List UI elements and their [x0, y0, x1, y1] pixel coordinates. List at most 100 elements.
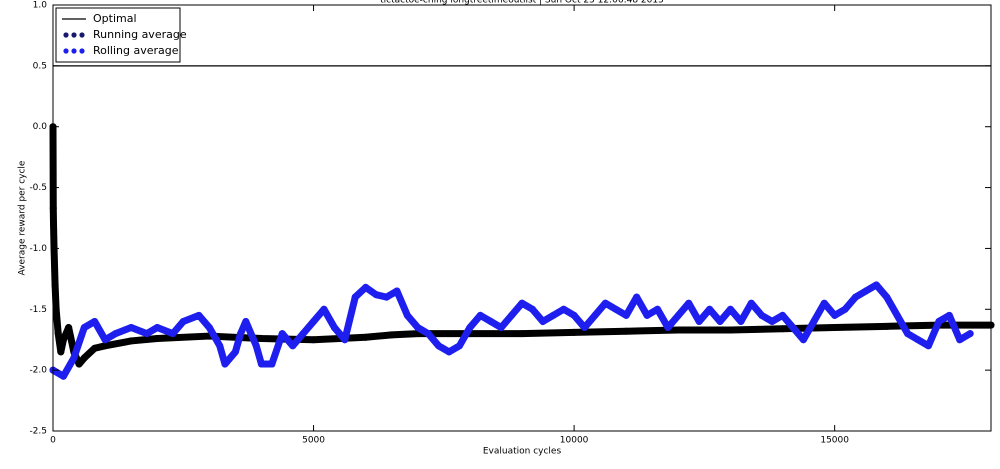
data-point: [591, 311, 599, 319]
data-point: [268, 360, 276, 368]
data-point: [383, 293, 391, 301]
data-point: [528, 305, 536, 313]
data-point: [455, 342, 463, 350]
data-point: [80, 324, 88, 332]
data-point: [841, 305, 849, 313]
y-tick-label: 0.0: [33, 122, 48, 132]
data-point: [872, 281, 880, 289]
data-point: [75, 360, 83, 368]
x-tick-label: 15000: [820, 436, 849, 446]
data-point: [518, 299, 526, 307]
data-point: [91, 344, 99, 352]
data-point: [310, 336, 318, 344]
data-point: [91, 317, 99, 325]
data-point: [54, 330, 62, 338]
legend-swatch: [79, 48, 85, 54]
data-point: [893, 311, 901, 319]
data-point: [779, 325, 787, 333]
data-point: [726, 305, 734, 313]
data-point: [622, 327, 630, 335]
data-point: [414, 324, 422, 332]
data-point: [831, 324, 839, 332]
data-point: [70, 354, 78, 362]
data-point: [945, 311, 953, 319]
data-point: [59, 336, 67, 344]
data-point: [231, 348, 239, 356]
data-point: [799, 336, 807, 344]
data-point: [388, 331, 396, 339]
data-point: [252, 342, 260, 350]
data-point: [737, 317, 745, 325]
x-tick-label: 5000: [302, 436, 325, 446]
data-point: [810, 317, 818, 325]
data-point: [852, 293, 860, 301]
data-point: [549, 311, 557, 319]
data-point: [487, 317, 495, 325]
data-point: [883, 293, 891, 301]
y-tick-label: -2.0: [29, 366, 47, 376]
data-point: [242, 317, 250, 325]
data-point: [862, 287, 870, 295]
data-point: [768, 317, 776, 325]
plot-area: [49, 65, 995, 380]
data-point: [330, 324, 338, 332]
data-point: [127, 337, 135, 345]
data-point: [904, 330, 912, 338]
data-point: [257, 334, 265, 342]
data-point: [57, 348, 65, 356]
data-point: [362, 333, 370, 341]
data-point: [820, 299, 828, 307]
y-tick-label: -0.5: [29, 183, 47, 193]
y-axis-label: Average reward per cycle: [18, 160, 28, 275]
data-point: [685, 299, 693, 307]
data-point: [362, 283, 370, 291]
data-point: [143, 330, 151, 338]
legend-box: [55, 7, 181, 63]
data-point: [560, 305, 568, 313]
data-point: [341, 336, 349, 344]
data-point: [127, 324, 135, 332]
data-point: [320, 305, 328, 313]
y-tick-label: 0.5: [33, 61, 47, 71]
data-point: [612, 305, 620, 313]
data-point: [622, 311, 630, 319]
legend-swatch: [79, 32, 85, 38]
data-point: [101, 342, 109, 350]
data-point: [50, 220, 58, 228]
data-point: [497, 324, 505, 332]
data-point: [179, 317, 187, 325]
y-tick-label: -1.5: [29, 305, 47, 315]
data-point: [601, 299, 609, 307]
data-point: [435, 342, 443, 350]
data-point: [674, 311, 682, 319]
data-point: [570, 328, 578, 336]
data-point: [372, 291, 380, 299]
data-point: [570, 311, 578, 319]
data-point: [758, 311, 766, 319]
data-point: [403, 311, 411, 319]
data-point: [59, 372, 67, 380]
data-point: [153, 334, 161, 342]
data-point: [237, 330, 245, 338]
x-tick-label: 10000: [560, 436, 589, 446]
data-point: [779, 311, 787, 319]
data-point: [956, 336, 964, 344]
data-point: [789, 324, 797, 332]
data-point: [289, 342, 297, 350]
data-point: [101, 336, 109, 344]
data-point: [726, 326, 734, 334]
data-point: [112, 330, 120, 338]
data-point: [80, 354, 88, 362]
data-point: [257, 360, 265, 368]
data-point: [424, 330, 432, 338]
plot-frame: [52, 4, 992, 432]
data-point: [476, 311, 484, 319]
data-point: [351, 293, 359, 301]
data-point: [935, 317, 943, 325]
y-tick-label: -1.0: [29, 244, 47, 254]
data-point: [466, 324, 474, 332]
data-point: [747, 299, 755, 307]
data-point: [716, 317, 724, 325]
y-tick-label: -2.5: [29, 427, 47, 437]
